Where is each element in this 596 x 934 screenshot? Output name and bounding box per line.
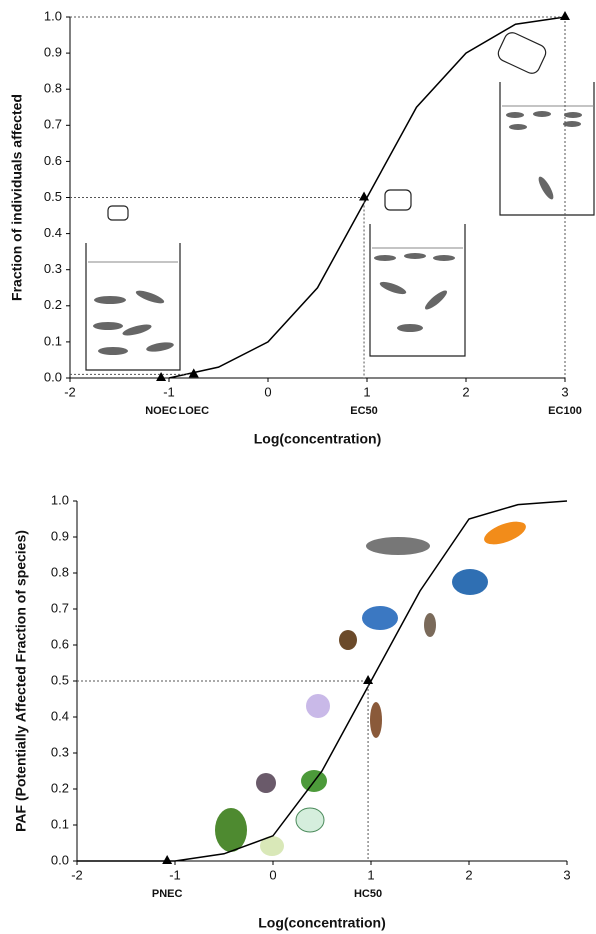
y-tick-label: 0.6 (44, 153, 62, 168)
x-tick-label: 1 (363, 384, 370, 399)
illustrations (85, 32, 595, 856)
can-icon (107, 205, 129, 221)
amphipod (370, 702, 382, 738)
x-tick-label: -1 (163, 384, 175, 399)
marker-label: PNEC (152, 888, 183, 900)
y-tick-label: 0.1 (51, 816, 69, 831)
zebrafish (366, 537, 430, 555)
marker-label: NOEC (145, 405, 177, 417)
tropical-fish (362, 606, 398, 630)
y-tick-label: 0.7 (51, 600, 69, 615)
tank (499, 82, 595, 216)
algae (295, 807, 325, 833)
y-tick-label: 0.2 (51, 780, 69, 795)
x-tick-label: 0 (269, 867, 276, 882)
marker-triangle (359, 191, 370, 201)
insect (339, 630, 357, 650)
y-tick-label: 0.5 (44, 189, 62, 204)
x-tick-label: 1 (367, 867, 374, 882)
y-tick-label: 0.9 (44, 45, 62, 60)
marker-label: EC50 (350, 405, 378, 417)
y-axis-label: PAF (Potentially Affected Fraction of sp… (13, 530, 29, 832)
rotifer (306, 694, 330, 718)
y-tick-label: 1.0 (44, 8, 62, 23)
y-tick-label: 0.8 (51, 564, 69, 579)
fish-group (93, 111, 582, 355)
y-tick-label: 0.7 (44, 117, 62, 132)
marker-triangle (188, 368, 199, 378)
y-tick-label: 0.3 (51, 744, 69, 759)
x-tick-label: -1 (169, 867, 181, 882)
marker-triangle (560, 11, 570, 20)
tank (369, 224, 466, 357)
x-tick-label: -2 (64, 384, 76, 399)
x-tick-label: -2 (71, 867, 83, 882)
x-axis-label: Log(concentration) (258, 915, 386, 931)
y-tick-label: 0.2 (44, 297, 62, 312)
y-tick-label: 0.1 (44, 333, 62, 348)
x-tick-label: 2 (465, 867, 472, 882)
y-tick-label: 0.4 (51, 708, 69, 723)
marker-triangle (363, 675, 374, 684)
x-tick-label: 3 (563, 867, 570, 882)
y-axis-label: Fraction of individuals affected (9, 94, 25, 301)
daphnia (256, 773, 276, 793)
y-tick-label: 0.0 (51, 852, 69, 867)
y-tick-label: 0.4 (44, 225, 62, 240)
can-icon (384, 189, 412, 211)
y-tick-label: 0.5 (51, 672, 69, 687)
algae (260, 836, 284, 856)
tank (85, 243, 181, 371)
x-tick-label: 3 (561, 384, 568, 399)
y-tick-label: 1.0 (51, 492, 69, 507)
marker-triangle (162, 855, 173, 864)
x-tick-label: 0 (264, 384, 271, 399)
can-icon (497, 32, 547, 74)
y-tick-label: 0.9 (51, 528, 69, 543)
marker-label: HC50 (354, 888, 382, 900)
y-tick-label: 0.0 (44, 369, 62, 384)
y-tick-label: 0.3 (44, 261, 62, 276)
marker-label: EC100 (548, 405, 582, 417)
plant (215, 808, 247, 852)
y-tick-label: 0.6 (51, 636, 69, 651)
marker-triangle (156, 372, 167, 381)
crustacean (424, 613, 436, 637)
y-tick-label: 0.8 (44, 81, 62, 96)
x-tick-label: 2 (462, 384, 469, 399)
angelfish (452, 569, 488, 595)
goldfish (484, 521, 526, 545)
x-axis-label: Log(concentration) (254, 431, 382, 447)
marker-label: LOEC (178, 405, 209, 417)
curve (77, 500, 568, 862)
